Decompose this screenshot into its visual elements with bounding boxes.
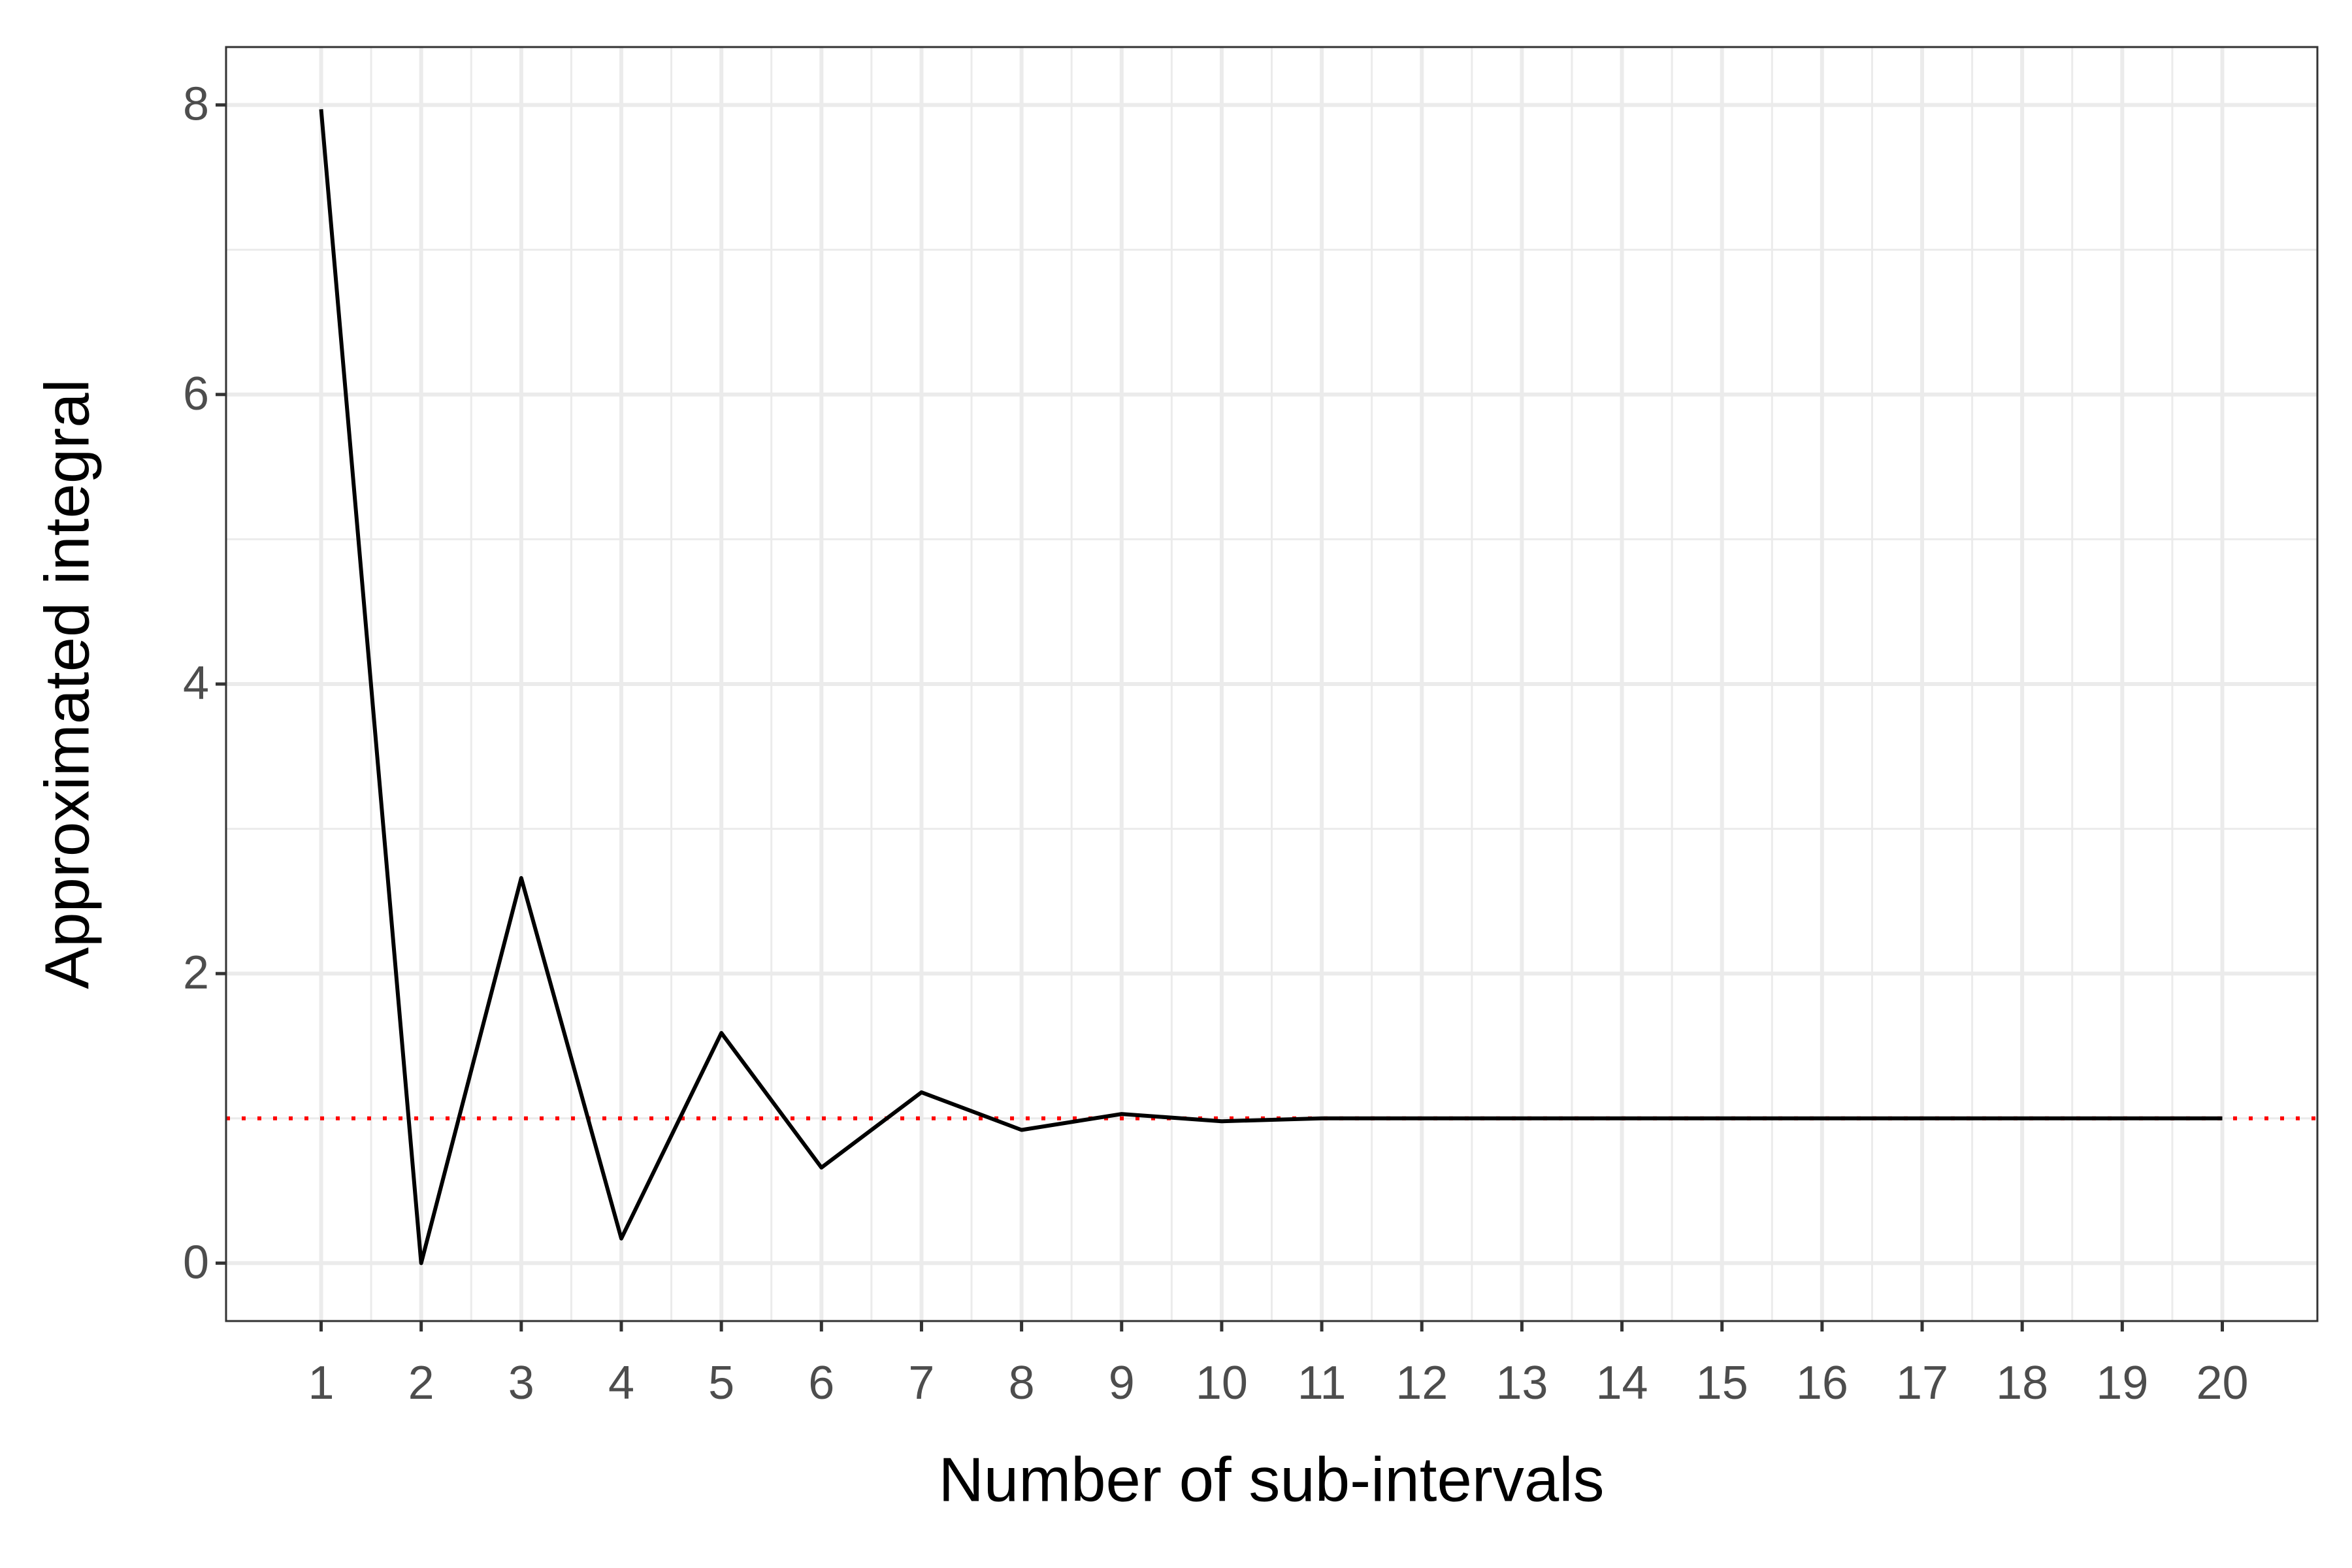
y-tick-label: 4: [183, 657, 209, 710]
y-tick-label: 0: [183, 1236, 209, 1288]
x-tick-label: 15: [1696, 1357, 1748, 1409]
x-tick-label: 18: [1996, 1357, 2048, 1409]
x-tick-label: 4: [608, 1357, 634, 1409]
y-tick-label: 2: [183, 947, 209, 999]
y-axis-title: Approximated integral: [32, 379, 102, 989]
x-tick-label: 9: [1109, 1357, 1135, 1409]
x-tick-label: 12: [1396, 1357, 1448, 1409]
x-tick-label: 7: [908, 1357, 934, 1409]
x-tick-label: 13: [1495, 1357, 1548, 1409]
x-tick-label: 8: [1009, 1357, 1035, 1409]
panel-border: [225, 46, 2319, 1322]
x-tick-label: 14: [1596, 1357, 1648, 1409]
x-tick-label: 17: [1896, 1357, 1948, 1409]
x-axis-title: Number of sub-intervals: [938, 1445, 1604, 1514]
x-tick-label: 20: [2196, 1357, 2248, 1409]
x-tick-label: 2: [408, 1357, 434, 1409]
x-tick-label: 6: [808, 1357, 834, 1409]
y-tick-label: 8: [183, 78, 209, 131]
x-tick-label: 16: [1796, 1357, 1848, 1409]
x-tick-label: 3: [508, 1357, 534, 1409]
x-tick-label: 10: [1196, 1357, 1248, 1409]
x-tick-label: 11: [1298, 1357, 1347, 1409]
x-tick-label: 19: [2096, 1357, 2148, 1409]
x-tick-label: 1: [308, 1357, 334, 1409]
x-tick-label: 5: [708, 1357, 734, 1409]
data-line: [319, 109, 2223, 1266]
y-tick-label: 6: [183, 368, 209, 420]
